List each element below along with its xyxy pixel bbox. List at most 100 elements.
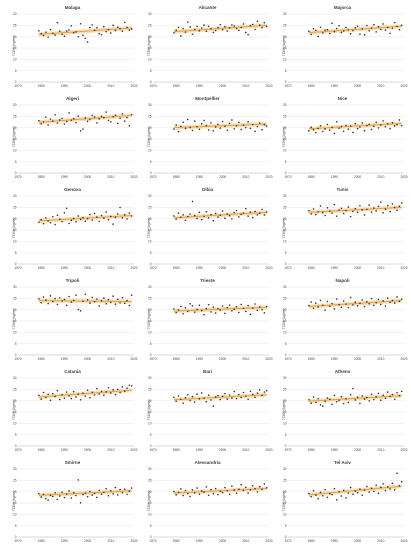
x-tick-label: 1980 (38, 84, 45, 88)
y-tick-label: 15 (148, 319, 152, 323)
data-point (242, 23, 245, 25)
x-tick-label: 2010 (107, 357, 114, 361)
data-point (58, 398, 61, 401)
data-point (310, 126, 312, 129)
data-point (256, 491, 259, 493)
x-tick-label: 1970 (14, 357, 21, 361)
data-point (338, 399, 340, 402)
data-point (400, 390, 403, 393)
x-tick-label: 2020 (400, 357, 407, 361)
data-point (123, 21, 126, 24)
data-point (184, 489, 187, 492)
data-point (245, 207, 247, 210)
data-point (42, 493, 45, 496)
data-point (366, 124, 368, 127)
x-tick-label: 1980 (173, 448, 180, 452)
data-point (93, 29, 96, 32)
data-point (214, 312, 217, 314)
panel-plot: 0 5 10 15 20 25 30 1970 1980 1990 2000 2010 2020 (283, 194, 408, 270)
data-point (193, 120, 196, 122)
data-point (315, 494, 317, 496)
data-point (347, 492, 350, 494)
data-point (221, 395, 224, 398)
data-point (105, 111, 107, 113)
data-point (326, 496, 329, 499)
data-point (349, 32, 352, 35)
data-point (328, 398, 331, 401)
data-point (205, 307, 208, 310)
y-tick-label: 30 (283, 467, 287, 471)
data-point (326, 206, 329, 209)
data-point (373, 490, 375, 493)
data-point (263, 21, 266, 24)
x-tick-label: 1990 (61, 448, 68, 452)
data-point (375, 121, 377, 124)
x-tick-label: 1990 (61, 84, 68, 88)
y-tick-label: 20 (148, 35, 152, 39)
data-point (100, 115, 103, 118)
data-point (63, 35, 66, 38)
y-tick-label: 10 (13, 512, 17, 516)
y-tick-label: 20 (283, 35, 287, 39)
data-point (54, 113, 56, 116)
data-point (184, 127, 187, 130)
x-tick-label: 2020 (130, 448, 137, 452)
data-point (368, 29, 370, 32)
data-point (130, 113, 133, 116)
data-point (398, 484, 401, 487)
data-point (63, 123, 66, 125)
data-point (333, 308, 336, 310)
y-tick-label: 10 (148, 148, 152, 152)
data-point (349, 215, 352, 218)
data-point (324, 128, 326, 130)
data-point (212, 31, 215, 34)
data-point (114, 29, 117, 32)
data-point (210, 311, 212, 313)
data-point (384, 489, 387, 492)
y-tick-label: 15 (13, 319, 17, 323)
data-point (184, 307, 187, 309)
data-point (70, 301, 73, 303)
data-point (207, 494, 210, 497)
y-tick-label: 5 (150, 433, 152, 437)
data-point (393, 302, 396, 304)
data-point (398, 28, 401, 31)
data-point (317, 127, 319, 130)
x-tick-label: 2000 (219, 539, 226, 543)
data-point (100, 493, 103, 495)
data-point (84, 117, 87, 119)
data-point (77, 308, 80, 311)
y-tick-label: 0 (15, 171, 17, 175)
data-point (187, 310, 189, 313)
y-tick-label: 0 (15, 80, 17, 84)
data-point (240, 303, 242, 306)
data-point (180, 305, 182, 308)
data-point (247, 304, 249, 307)
data-point (382, 120, 384, 122)
data-point (175, 494, 177, 496)
data-point (235, 209, 238, 212)
data-point (352, 29, 354, 32)
data-point (331, 302, 333, 305)
data-point (123, 302, 126, 305)
data-point (110, 392, 112, 394)
data-point (342, 212, 345, 215)
panel-napoli: Napoli TCWV (kg/m²) 0 5 10 15 20 25 30 1970 1980 19… (276, 275, 409, 365)
y-tick-label: 25 (13, 114, 17, 118)
data-point (228, 27, 231, 29)
data-point (116, 494, 119, 496)
data-point (177, 491, 180, 494)
data-point (377, 392, 380, 395)
data-point (198, 493, 201, 495)
y-tick-label: 20 (283, 490, 287, 494)
data-point (366, 485, 368, 488)
data-point (75, 221, 77, 223)
y-tick-label: 25 (13, 296, 17, 300)
y-tick-label: 30 (13, 376, 17, 380)
y-tick-label: 15 (283, 410, 287, 414)
data-point (130, 385, 133, 387)
y-tick-label: 30 (283, 285, 287, 289)
data-point (319, 125, 322, 127)
data-point (263, 123, 266, 126)
data-point (338, 24, 340, 27)
